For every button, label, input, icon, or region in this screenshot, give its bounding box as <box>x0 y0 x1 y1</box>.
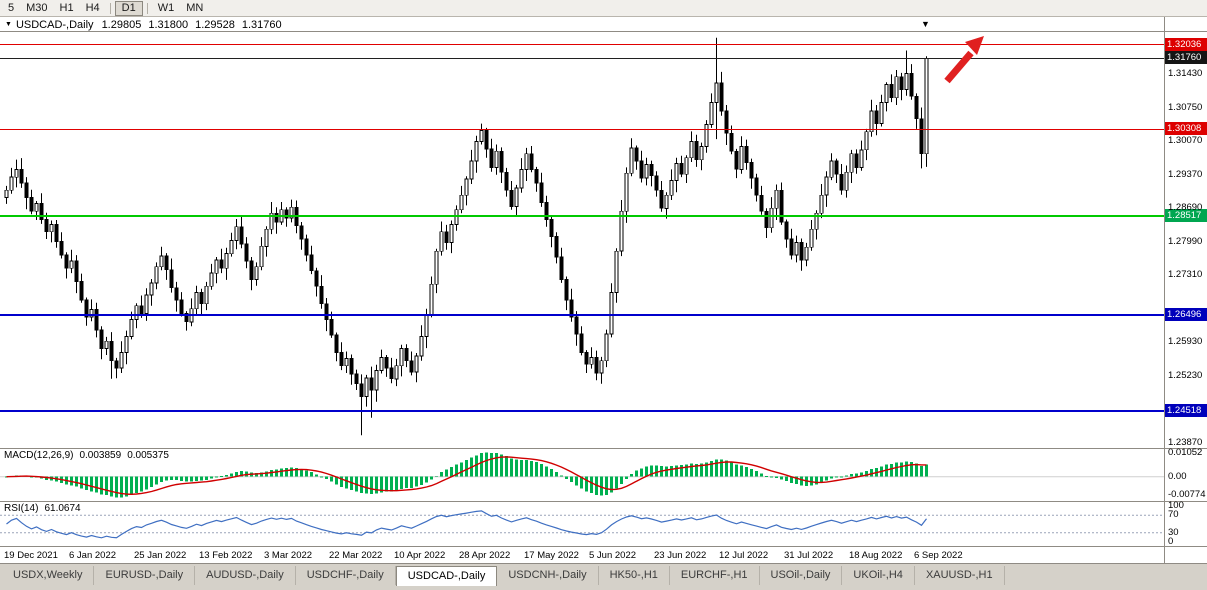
price-axis-separator <box>1164 17 1165 563</box>
pane-divider <box>0 546 1207 547</box>
date-label: 18 Aug 2022 <box>849 550 903 561</box>
tab-usdchf-daily[interactable]: USDCHF-,Daily <box>296 566 396 585</box>
price-tick: 1.27990 <box>1168 235 1203 247</box>
macd-pane-canvas[interactable] <box>0 449 1164 501</box>
date-label: 12 Jul 2022 <box>719 550 769 561</box>
tab-xauusd-h1[interactable]: XAUUSD-,H1 <box>915 566 1005 585</box>
timeframe-button-h1[interactable]: H1 <box>59 1 74 14</box>
price-tag-1.28517: 1.28517 <box>1165 209 1207 223</box>
date-label: 10 Apr 2022 <box>394 550 446 561</box>
price-tick: 1.30070 <box>1168 134 1203 146</box>
date-label: 22 Mar 2022 <box>329 550 383 561</box>
timeframe-button-h4[interactable]: H4 <box>85 1 100 14</box>
tab-eurusd-daily[interactable]: EURUSD-,Daily <box>94 566 196 585</box>
macd-axis-label: -0.00774 <box>1168 489 1206 501</box>
price-tick: 1.28690 <box>1168 201 1203 213</box>
date-label: 6 Jan 2022 <box>69 550 117 561</box>
ohlc-low: 1.29528 <box>195 18 235 31</box>
timeframe-toolbar: 5 M30 H1 H4 D1 W1 MN <box>0 0 1207 17</box>
price-tag-1.30308: 1.30308 <box>1165 122 1207 135</box>
price-tick: 1.23870 <box>1168 436 1203 448</box>
date-label: 6 Sep 2022 <box>914 550 963 561</box>
toolbar-separator <box>146 2 148 14</box>
macd-value-main: 0.003859 <box>79 450 122 461</box>
tab-audusd-daily[interactable]: AUDUSD-,Daily <box>195 566 296 585</box>
date-label: 3 Mar 2022 <box>264 550 313 561</box>
tab-usdx-weekly[interactable]: USDX,Weekly <box>2 566 95 585</box>
price-tick: 1.29370 <box>1168 168 1203 180</box>
tab-ukoil-h4[interactable]: UKOil-,H4 <box>842 566 915 585</box>
price-tag-1.32036: 1.32036 <box>1165 37 1207 51</box>
ohlc-open: 1.29805 <box>101 18 142 31</box>
rsi-pane-canvas[interactable] <box>0 502 1164 546</box>
date-axis[interactable]: 19 Dec 2021 6 Jan 2022 25 Jan 2022 13 Feb 2… <box>0 547 1164 563</box>
date-label: 19 Dec 2021 <box>4 550 58 561</box>
timeframe-button-m30[interactable]: M30 <box>26 1 48 14</box>
toolbar-separator <box>109 2 111 14</box>
price-tag-1.24518: 1.24518 <box>1165 404 1207 418</box>
timeframe-button-w1[interactable]: W1 <box>157 1 175 14</box>
trend-arrow-icon[interactable] <box>934 33 988 87</box>
chart-title-row: ▼ USDCAD-,Daily 1.29805 1.31800 1.29528 … <box>5 18 289 31</box>
pane-divider <box>0 501 1207 502</box>
date-label: 28 Apr 2022 <box>459 550 511 561</box>
rsi-name: RSI(14) <box>4 503 39 514</box>
price-tag-1.31760: 1.31760 <box>1165 51 1207 65</box>
ohlc-close: 1.31760 <box>241 18 282 31</box>
date-label: 31 Jul 2022 <box>784 550 834 561</box>
tab-usdcad-daily[interactable]: USDCAD-,Daily <box>395 566 498 586</box>
rsi-axis-label: 100 <box>1168 500 1184 511</box>
tab-hk50-h1[interactable]: HK50-,H1 <box>599 566 670 585</box>
macd-axis-label: 0.00 <box>1168 470 1187 482</box>
symbol-marker-icon: ▼ <box>5 21 12 28</box>
ohlc-high: 1.31800 <box>148 18 189 31</box>
timeframe-button-d1[interactable]: D1 <box>114 0 143 16</box>
date-label: 13 Feb 2022 <box>199 550 253 561</box>
pane-divider <box>0 448 1207 449</box>
date-label: 25 Jan 2022 <box>134 550 187 561</box>
rsi-axis-label: 0 <box>1168 536 1174 547</box>
tab-usdcnh-daily[interactable]: USDCNH-,Daily <box>497 566 599 585</box>
macd-name: MACD(12,26,9) <box>4 450 74 461</box>
price-axis[interactable]: 1.32036 1.31760 1.30308 1.28517 1.26496 1.245… <box>1165 17 1207 563</box>
chart-tabs-bar: USDX,Weekly EURUSD-,Daily AUDUSD-,Daily USD… <box>0 563 1207 590</box>
timeframe-button-mn[interactable]: MN <box>186 1 204 14</box>
price-tick: 1.30750 <box>1168 101 1203 113</box>
price-tick: 1.27310 <box>1168 269 1203 281</box>
price-tick: 1.25230 <box>1168 370 1203 382</box>
chart-title: USDCAD-,Daily <box>15 18 94 31</box>
tab-usoil-daily[interactable]: USOil-,Daily <box>760 566 843 585</box>
tab-eurchf-h1[interactable]: EURCHF-,H1 <box>670 566 760 585</box>
price-tag-1.26496: 1.26496 <box>1165 307 1207 321</box>
date-label: 17 May 2022 <box>524 550 579 561</box>
rsi-axis-label: 30 <box>1168 526 1179 538</box>
timeframe-button-5[interactable]: 5 <box>8 1 15 14</box>
rsi-axis-label: 70 <box>1168 509 1179 521</box>
price-chart-canvas[interactable] <box>0 31 1164 448</box>
latest-bar-marker-icon: ▼ <box>921 19 930 29</box>
price-tick: 1.25930 <box>1168 336 1203 348</box>
macd-value-signal: 0.005375 <box>127 450 169 461</box>
chart-window[interactable]: ▼ USDCAD-,Daily 1.29805 1.31800 1.29528 … <box>0 17 1207 563</box>
rsi-value: 61.0674 <box>44 503 81 514</box>
macd-indicator-label: MACD(12,26,9) 0.003859 0.005375 <box>4 450 169 461</box>
macd-axis-label: 0.01052 <box>1168 447 1203 458</box>
date-label: 5 Jun 2022 <box>589 550 637 561</box>
plot-top-border <box>0 31 1207 32</box>
price-tick: 1.31430 <box>1168 68 1203 80</box>
rsi-indicator-label: RSI(14) 61.0674 <box>4 503 81 514</box>
date-label: 23 Jun 2022 <box>654 550 707 561</box>
